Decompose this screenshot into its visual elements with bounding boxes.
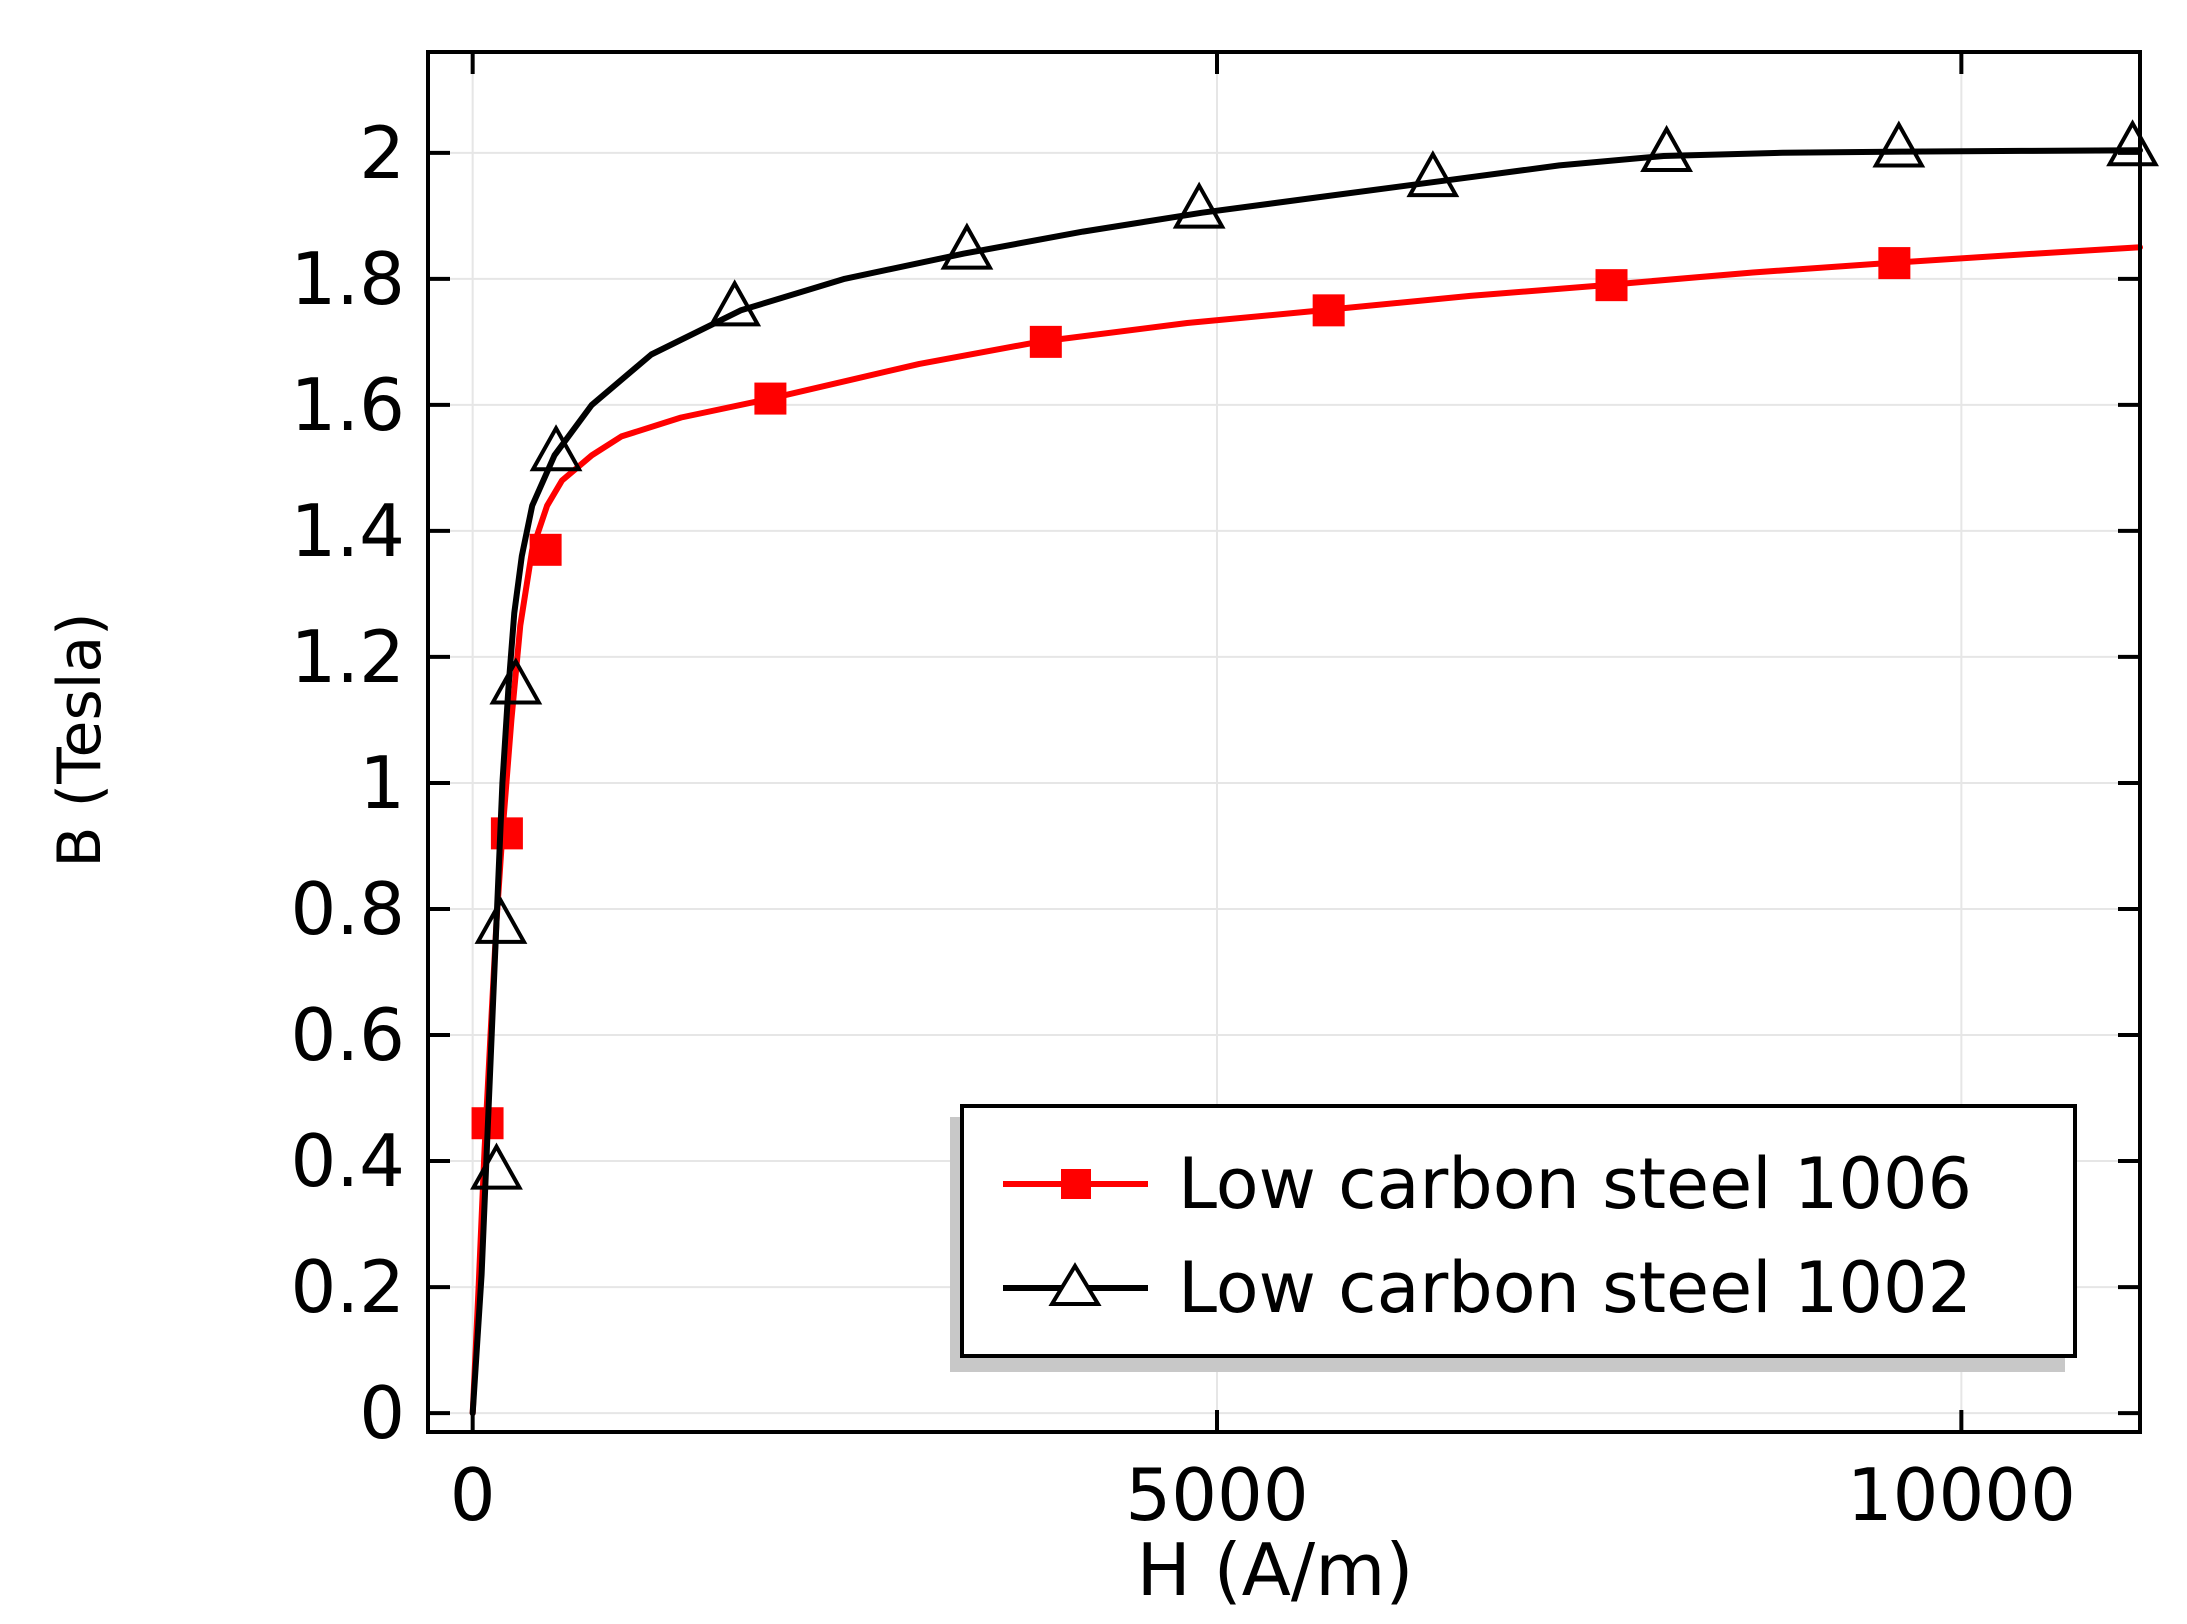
axis-ticks [428,52,2140,1432]
data-point-1006 [1595,269,1628,302]
y-tick-label: 2 [359,111,405,195]
plot-series [469,119,2159,1417]
x-tick-label: 10000 [1847,1453,2076,1537]
data-point-1002 [1172,181,1226,229]
legend-marker-1006 [1061,1169,1091,1199]
legend: Low carbon steel 1006 Low carbon steel 1… [950,1104,2077,1372]
data-point-1002 [1406,150,1460,198]
data-point-1006 [754,382,787,415]
y-axis-label: B (Tesla) [45,612,115,867]
data-point-1006 [529,533,562,566]
y-tick-label: 0.4 [290,1119,405,1203]
y-tick-label: 1.8 [290,237,405,321]
y-tick-label: 0 [359,1371,405,1455]
x-tick-label: 0 [450,1453,496,1537]
data-point-1006 [1312,294,1345,327]
data-point-1006 [1029,325,1062,358]
y-tick-label: 1.6 [290,363,405,447]
series-line-1002 [469,147,2143,1417]
y-tick-label: 0.2 [290,1245,405,1329]
x-axis-label: H (A/m) [1137,1528,1414,1612]
data-point-1002 [489,657,543,705]
data-point-1002 [1872,120,1926,168]
legend-marker-1002 [1048,1262,1102,1306]
tick-labels: 0 5000 10000 0 0.2 0.4 0.6 0.8 1 1.2 1.4 1.6 1.8 2 [290,111,2075,1537]
plot-frame [426,50,2142,1434]
data-point-1006 [490,817,523,850]
legend-label-1006: Low carbon steel 1006 [1178,1143,1972,1225]
data-point-1002 [1640,124,1694,172]
y-tick-label: 0.8 [290,867,405,951]
data-point-1002 [708,279,762,327]
legend-label-1002: Low carbon steel 1002 [1178,1247,1972,1329]
x-tick-label: 5000 [1125,1453,1308,1537]
data-point-1002 [474,896,528,944]
y-tick-label: 0.6 [290,993,405,1077]
y-tick-label: 1.4 [290,489,405,573]
y-tick-label: 1.2 [290,615,405,699]
data-point-1002 [940,222,994,270]
data-point-1002 [529,424,583,472]
data-point-1006 [1878,247,1911,280]
legend-box [960,1104,2077,1358]
data-point-1002 [2106,119,2159,167]
y-tick-label: 1 [359,741,405,825]
data-point-1002 [470,1142,523,1190]
